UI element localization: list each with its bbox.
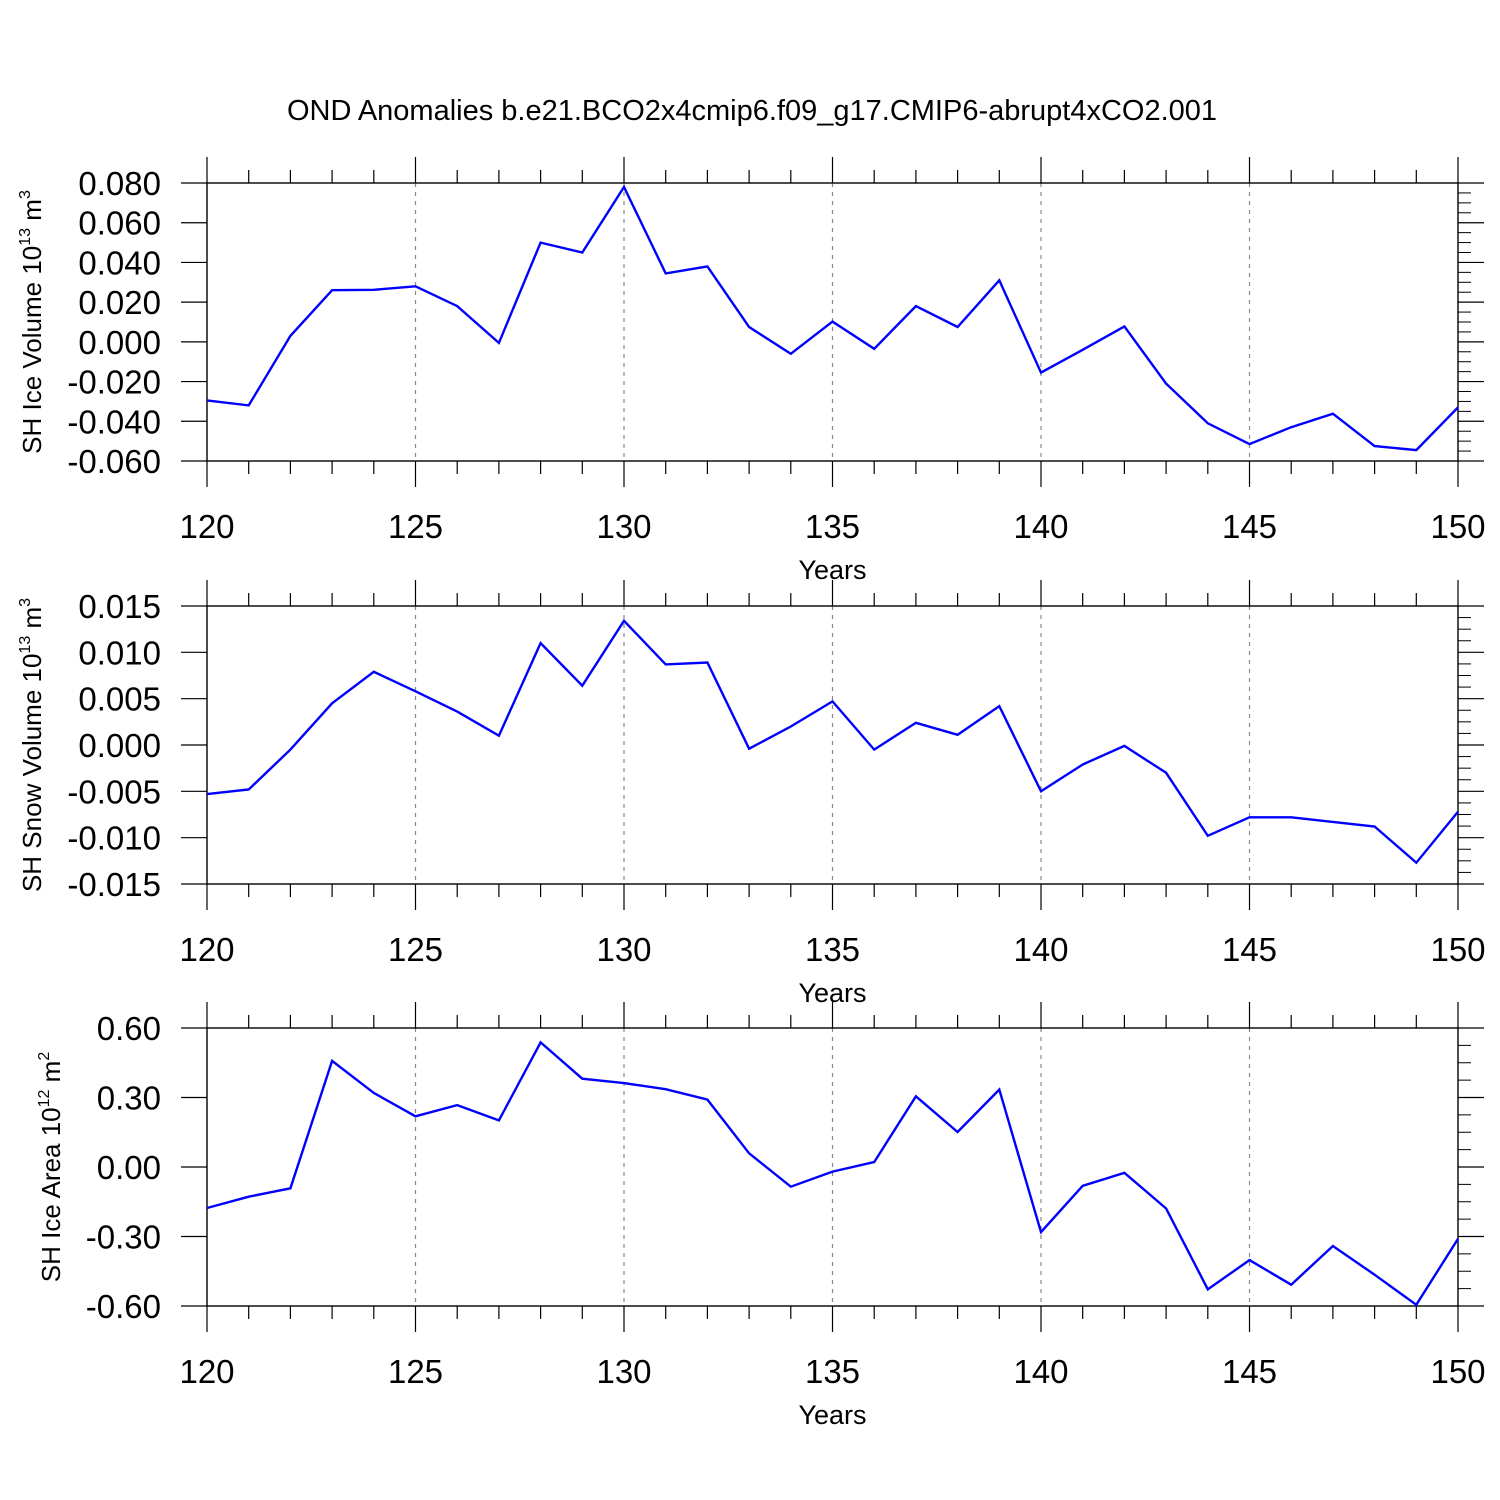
x-tick-label: 145 — [1222, 508, 1277, 545]
series-line-1 — [206, 618, 1459, 865]
plot-frame — [206, 605, 1459, 885]
x-tick-label: 140 — [1013, 931, 1068, 968]
x-tick-label: 140 — [1013, 1353, 1068, 1390]
y-tick-label: 0.30 — [97, 1080, 161, 1117]
y-tick-label: 0.040 — [78, 244, 161, 281]
x-tick-label: 130 — [596, 931, 651, 968]
x-tick-label: 130 — [596, 508, 651, 545]
x-tick-label: 135 — [805, 508, 860, 545]
x-tick-label: 145 — [1222, 931, 1277, 968]
x-tick-label: 130 — [596, 1353, 651, 1390]
x-tick-label: 145 — [1222, 1353, 1277, 1390]
y-tick-label: 0.060 — [78, 205, 161, 242]
y-tick-label: -0.020 — [67, 364, 161, 401]
y-tick-label: 0.000 — [78, 727, 161, 764]
y-tick-label: 0.60 — [97, 1010, 161, 1047]
y-axis-label: SH Ice Area 1012 m2 — [36, 1052, 66, 1283]
x-tick-label: 140 — [1013, 508, 1068, 545]
y-tick-label: -0.060 — [67, 443, 161, 480]
y-tick-label: 0.080 — [78, 165, 161, 202]
y-tick-label: 0.000 — [78, 324, 161, 361]
x-tick-label: 125 — [388, 508, 443, 545]
chart-panel-2: -0.015 -0.010 -0.005 0.000 0.005 0.010 0.015 12… — [17, 580, 1486, 1008]
x-tick-label: 125 — [388, 931, 443, 968]
x-tick-label: 135 — [805, 1353, 860, 1390]
series-line-1 — [206, 184, 1459, 452]
x-tick-label: 125 — [388, 1353, 443, 1390]
plot-frame — [206, 1027, 1459, 1307]
series-line-1 — [206, 1040, 1460, 1307]
x-tick-label: 150 — [1430, 931, 1485, 968]
y-tick-label: 0.015 — [78, 588, 161, 625]
y-tick-label: -0.015 — [67, 866, 161, 903]
plot-frame — [206, 182, 1459, 462]
y-tick-label: 0.010 — [78, 634, 161, 671]
x-tick-label: 120 — [179, 508, 234, 545]
y-tick-label: -0.005 — [67, 773, 161, 810]
x-axis-label: Years — [798, 1400, 866, 1430]
y-tick-label: -0.30 — [86, 1219, 161, 1256]
y-tick-label: -0.60 — [86, 1288, 161, 1325]
chart-title: OND Anomalies b.e21.BCO2x4cmip6.f09_g17.… — [287, 95, 1217, 127]
x-tick-label: 135 — [805, 931, 860, 968]
y-axis-label: SH Ice Volume 1013 m3 — [17, 190, 47, 454]
chart-panel-3: -0.60 -0.30 0.00 0.30 0.60 120 125 130 135 140 145… — [36, 1002, 1486, 1430]
y-axis-label: SH Snow Volume 1013 m3 — [17, 598, 47, 892]
y-tick-label: 0.020 — [78, 284, 161, 321]
x-tick-label: 150 — [1430, 508, 1485, 545]
y-tick-label: -0.040 — [67, 403, 161, 440]
y-tick-label: 0.005 — [78, 681, 161, 718]
x-tick-label: 120 — [179, 931, 234, 968]
x-tick-label: 120 — [179, 1353, 234, 1390]
chart-panel-1: -0.060-0.040-0.0200.0000.0200.0400.0600.… — [17, 157, 1486, 585]
x-tick-label: 150 — [1430, 1353, 1485, 1390]
chart-panels: -0.060-0.040-0.0200.0000.0200.0400.0600.… — [17, 157, 1486, 1430]
y-tick-label: -0.010 — [67, 820, 161, 857]
y-tick-label: 0.00 — [97, 1149, 161, 1186]
